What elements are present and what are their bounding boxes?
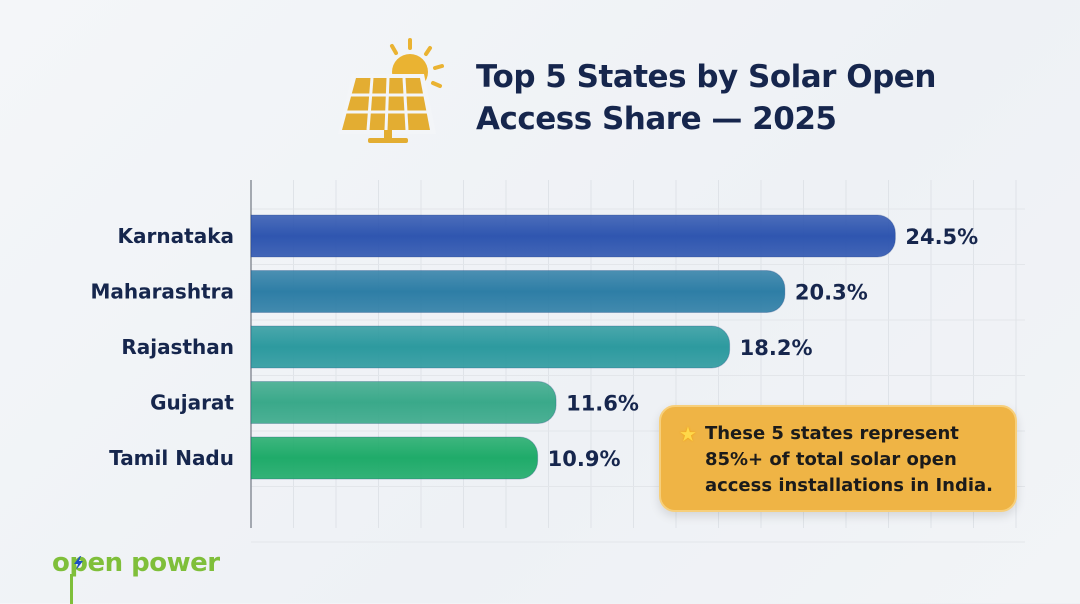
category-label: Karnataka [118, 224, 234, 248]
value-label: 24.5% [905, 225, 978, 249]
brand-logo: open power [52, 548, 220, 604]
bar-gujarat [250, 381, 557, 424]
callout-box: ★ These 5 states represent 85%+ of total… [659, 405, 1017, 512]
bar-maharashtra [250, 270, 786, 313]
category-label: Gujarat [150, 391, 234, 415]
star-icon: ★ [679, 422, 697, 446]
category-label: Tamil Nadu [109, 446, 234, 470]
solar-panel-icon [338, 38, 444, 143]
value-label: 10.9% [548, 447, 621, 471]
value-label: 20.3% [795, 281, 868, 305]
value-label: 11.6% [566, 392, 639, 416]
bar-karnataka [250, 214, 896, 258]
chart-title: Top 5 States by Solar Open Access Share … [476, 56, 936, 140]
logo-plug-stem [70, 574, 73, 604]
value-label: 18.2% [740, 336, 813, 360]
bar-tamil-nadu [250, 436, 539, 480]
lightning-icon [74, 556, 83, 570]
category-label: Maharashtra [90, 280, 234, 304]
bar-rajasthan [250, 325, 731, 369]
callout-text: These 5 states represent 85%+ of total s… [704, 423, 993, 496]
title-line-1: Top 5 States by Solar Open [476, 59, 936, 95]
title-line-2: Access Share — 2025 [476, 101, 837, 137]
category-label: Rajasthan [121, 335, 234, 359]
